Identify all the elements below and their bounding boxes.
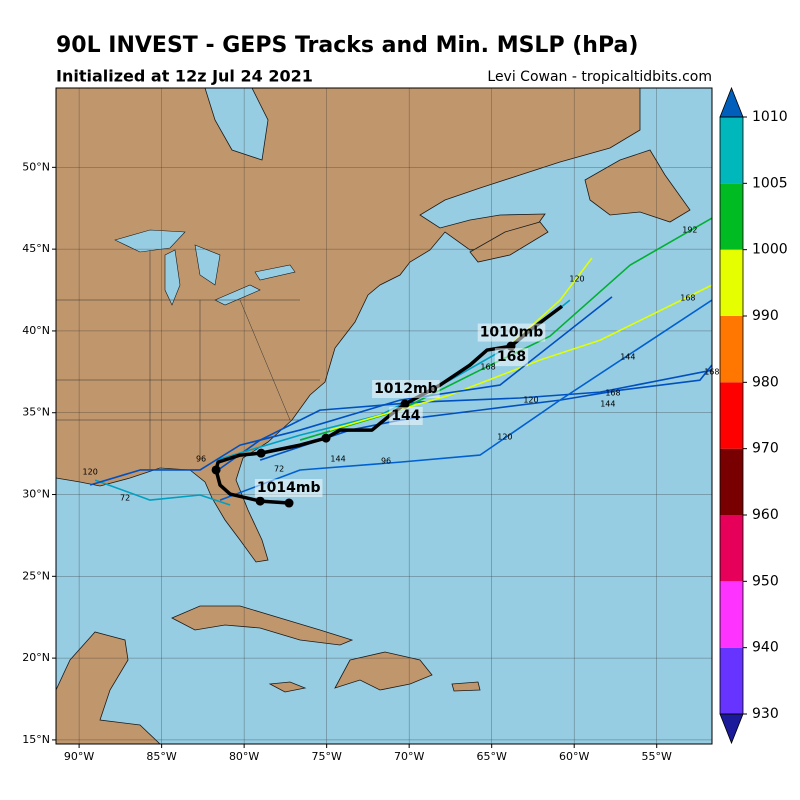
annotation: 1010mb [480, 325, 544, 341]
colorbar-segment [720, 448, 743, 515]
x-tick-label: 90°W [64, 750, 94, 763]
hour-label: 168 [605, 389, 620, 398]
colorbar-segment [720, 249, 743, 316]
colorbar-label: 1005 [752, 175, 788, 191]
colorbar-label: 950 [752, 573, 779, 589]
colorbar-frame [719, 116, 744, 715]
annotation: 1014mb [257, 480, 321, 496]
colorbar-segment [720, 515, 743, 582]
colorbar-segment [720, 183, 743, 250]
hour-label: 168 [680, 294, 695, 303]
y-tick-label: 30°N [22, 488, 50, 501]
chart-title: 90L INVEST - GEPS Tracks and Min. MSLP (… [56, 33, 638, 58]
north-america [56, 88, 641, 563]
x-tick-label: 85°W [146, 750, 176, 763]
colorbar-segment [720, 117, 743, 184]
state-borders [56, 250, 320, 470]
mean-track [214, 304, 564, 505]
lake-huron [194, 244, 221, 286]
annotation-bg [254, 478, 323, 497]
hour-label: 96 [196, 455, 206, 464]
hour-label: 144 [620, 353, 635, 362]
colorbar-over [719, 86, 744, 118]
hour-label: 72 [274, 465, 284, 474]
annotation-bg [389, 407, 423, 425]
y-tick-label: 20°N [22, 651, 50, 664]
lake-superior [114, 229, 186, 253]
annotation-bg [372, 380, 440, 399]
map [56, 88, 712, 744]
y-tick-label: 25°N [22, 569, 50, 582]
y-tick-label: 35°N [22, 406, 50, 419]
track-point [284, 498, 294, 508]
y-tick-label: 40°N [22, 324, 50, 337]
lake-michigan [164, 249, 181, 306]
y-tick-label: 50°N [22, 160, 50, 173]
colorbar-segment [720, 316, 743, 383]
colorbar-under [719, 713, 744, 745]
member-track [94, 479, 231, 506]
x-tick-label: 60°W [559, 750, 589, 763]
puerto-rico [451, 681, 481, 692]
colorbar-segment [720, 382, 743, 449]
annotation: 168 [497, 349, 526, 365]
y-tick-label: 45°N [22, 242, 50, 255]
track-point [256, 448, 266, 458]
track-point [400, 399, 410, 409]
colorbar-label: 1000 [752, 242, 788, 258]
colorbar-label: 1010 [752, 109, 788, 125]
annotation: 1012mb [374, 381, 438, 397]
x-tick-label: 70°W [394, 750, 424, 763]
nova-scotia [469, 221, 549, 263]
chart-subtitle: Initialized at 12z Jul 24 2021 [56, 67, 313, 86]
hour-label: 120 [523, 396, 538, 405]
hour-label: 120 [83, 468, 98, 477]
colorbar-label: 930 [752, 706, 779, 722]
track-point [255, 496, 265, 506]
jamaica [268, 681, 307, 693]
x-tick-label: 65°W [476, 750, 506, 763]
credit: Levi Cowan - tropicaltidbits.com [487, 69, 712, 85]
colorbar-segment [720, 581, 743, 648]
hispaniola [334, 651, 433, 691]
track-point [321, 433, 331, 443]
hour-label: 144 [330, 455, 345, 464]
colorbar-segment [720, 647, 743, 714]
colorbar-label: 990 [752, 308, 779, 324]
colorbar-label: 980 [752, 374, 779, 390]
cuba [171, 605, 354, 646]
colorbar-label: 960 [752, 507, 779, 523]
x-tick-label: 80°W [229, 750, 259, 763]
member-track [329, 284, 712, 431]
member-track [219, 299, 712, 501]
hour-label: 120 [569, 275, 584, 284]
hour-label: 120 [497, 433, 512, 442]
colorbar-label: 970 [752, 441, 779, 457]
x-tick-label: 55°W [642, 750, 672, 763]
map-overlay: 1921681681441201209612072144168144168120… [56, 88, 719, 744]
hour-label: 168 [480, 363, 495, 372]
hour-label: 72 [120, 493, 130, 502]
y-tick-label: 15°N [22, 733, 50, 746]
central-america [56, 631, 161, 744]
colorbar-label: 940 [752, 640, 779, 656]
newfoundland [584, 149, 691, 223]
map-frame [55, 87, 713, 745]
member-track [89, 296, 613, 486]
annotation-bg [477, 323, 546, 342]
track-point [211, 465, 221, 475]
hour-label: 96 [381, 456, 391, 465]
x-tick-label: 75°W [311, 750, 341, 763]
annotation: 144 [391, 408, 420, 424]
hour-label: 144 [600, 400, 615, 409]
lake-ontario [254, 264, 296, 281]
hour-label: 192 [682, 226, 697, 235]
annotation-bg [494, 348, 529, 367]
